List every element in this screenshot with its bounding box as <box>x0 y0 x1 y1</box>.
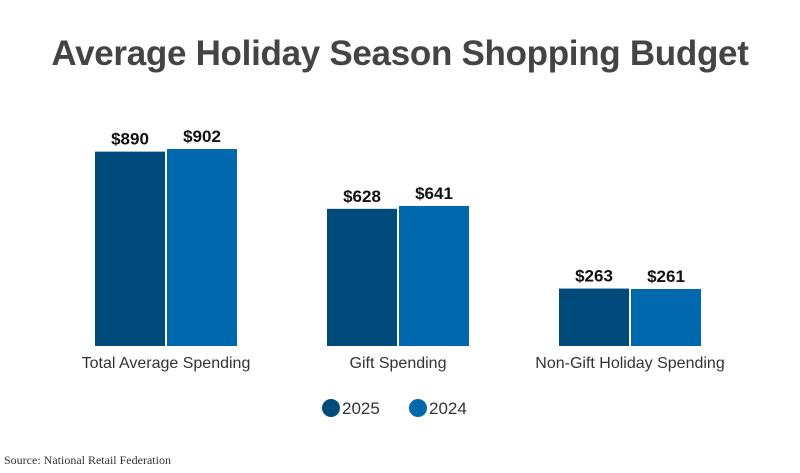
category-label: Total Average Spending <box>82 355 251 372</box>
legend-label: 2024 <box>429 399 467 418</box>
bar-2024 <box>399 206 469 346</box>
data-label: $902 <box>183 127 221 146</box>
source-note: Source: National Retail Federation <box>4 453 171 467</box>
bar-2025 <box>95 151 165 346</box>
data-label: $628 <box>343 187 381 206</box>
data-label: $890 <box>111 130 149 149</box>
data-label: $641 <box>415 184 453 203</box>
bar-2025 <box>327 208 397 346</box>
bar-2025 <box>559 288 629 346</box>
data-label: $261 <box>647 267 685 286</box>
legend-swatch-2024 <box>409 399 427 417</box>
bar-2024 <box>631 288 701 346</box>
data-label: $263 <box>575 267 613 286</box>
bar-2024 <box>167 149 237 346</box>
legend-swatch-2025 <box>322 399 340 417</box>
category-label: Gift Spending <box>350 355 447 372</box>
legend-label: 2025 <box>342 399 380 418</box>
category-label: Non-Gift Holiday Spending <box>535 355 724 372</box>
chart-title: Average Holiday Season Shopping Budget <box>51 34 749 73</box>
